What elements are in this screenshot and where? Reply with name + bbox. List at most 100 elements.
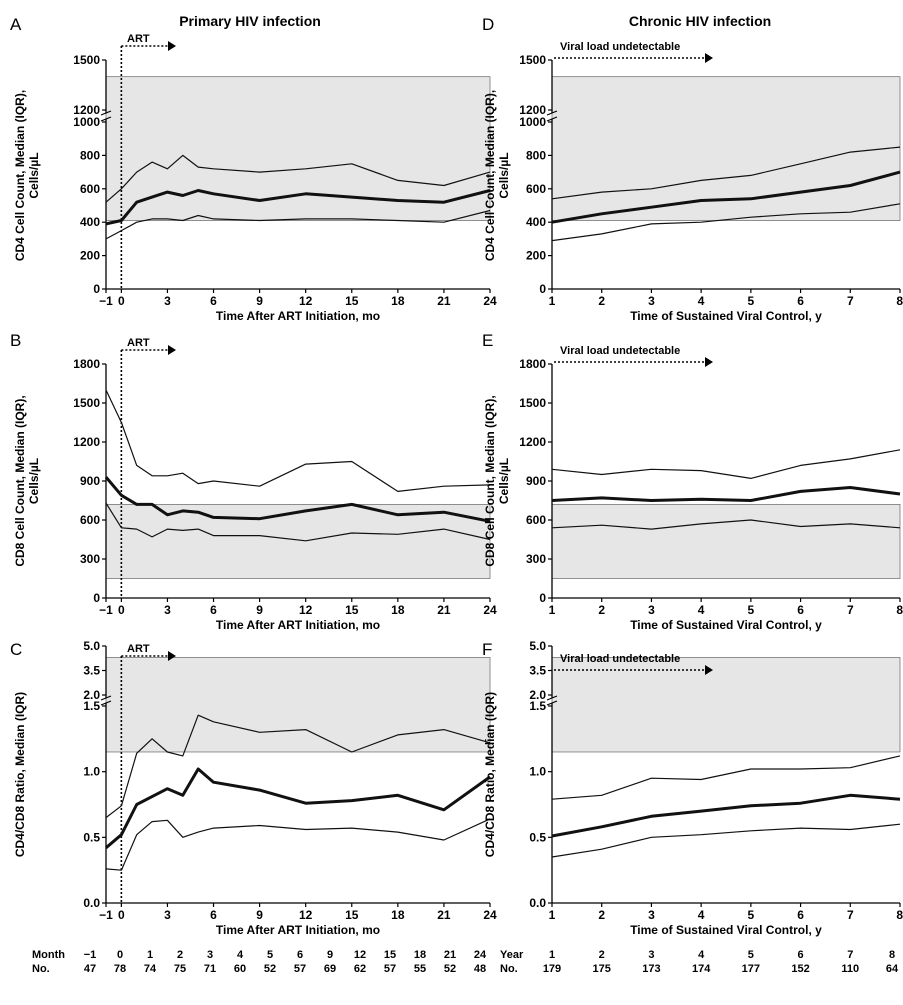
y-tick-label: 0 [93,591,100,605]
footer-x-value: 24 [474,949,487,961]
x-tick-label: 3 [648,294,655,308]
x-tick-label: −1 [99,603,113,617]
x-tick-label: −1 [99,908,113,922]
y-tick-label: 600 [526,513,546,527]
annotation-label: ART [127,33,150,45]
x-tick-label: 21 [437,908,451,922]
x-tick-label: 18 [391,294,405,308]
panel-letter-e: E [482,331,493,350]
y-tick-label: 1.5 [83,699,100,713]
annotation-label: Viral load undetectable [560,41,680,53]
footer-count-value: 174 [692,963,711,975]
x-tick-label: 4 [698,294,705,308]
x-tick-label: 4 [698,603,705,617]
footer-x-value: 15 [384,949,396,961]
y-axis-label-a: CD4 Cell Count, Median (IQR), [13,90,27,261]
x-tick-label: 0 [118,603,125,617]
x-axis-label-d: Time of Sustained Viral Control, y [630,309,822,323]
y-axis-label-e: Cells/µL [497,458,511,504]
footer-count-value: 47 [84,963,96,975]
annotation-arrow-head [705,665,713,675]
normal-range-band-b [105,503,491,579]
x-tick-label: 12 [299,603,313,617]
x-axis-label-e: Time of Sustained Viral Control, y [630,618,822,632]
footer-x-value: 6 [297,949,303,961]
x-tick-label: 3 [164,294,171,308]
annotation-label: Viral load undetectable [560,345,680,357]
footer-count-value: 69 [324,963,336,975]
y-axis-break-mark [546,695,558,701]
series-line-upper-IQR-f [551,755,901,800]
y-tick-label: 900 [526,474,546,488]
y-axis-label-a: Cells/µL [27,152,41,198]
series-line-upper-IQR-a [105,154,491,203]
footer-x-value: 3 [648,949,654,961]
footer-count-value: 179 [543,963,561,975]
y-tick-label: 400 [80,215,100,229]
y-axis-label-e: CD8 Cell Count, Median (IQR), [483,395,497,566]
x-tick-label: 9 [256,908,263,922]
y-tick-label: 2.0 [529,688,546,702]
x-tick-label: 2 [598,294,605,308]
y-tick-label: 1.5 [529,699,546,713]
footer-count-value: 55 [414,963,426,975]
footer-x-value: 8 [889,949,895,961]
x-tick-label: 7 [847,908,854,922]
y-axis-break-mark [100,116,112,122]
y-tick-label: 0 [539,591,546,605]
x-tick-label: 5 [748,603,755,617]
y-tick-label: 1000 [519,115,546,129]
x-tick-label: 18 [391,908,405,922]
footer-count-value: 177 [742,963,760,975]
footer-count-value: 71 [204,963,216,975]
y-axis-label-b: Cells/µL [27,458,41,504]
footer-count-value: 60 [234,963,246,975]
x-tick-label: 8 [896,603,903,617]
x-tick-label: 24 [483,294,497,308]
footer-x-value: 5 [267,949,273,961]
y-tick-label: 600 [80,513,100,527]
footer-x-value: 1 [549,949,555,961]
y-tick-label: 1500 [73,396,100,410]
annotation-label: ART [127,337,150,349]
y-tick-label: 300 [80,552,100,566]
x-tick-label: 15 [345,294,359,308]
series-line-upper-IQR-d [551,146,901,200]
y-axis-break-mark [100,110,112,116]
annotation-arrow-head [705,357,713,367]
series-line-median-c [105,767,491,849]
y-tick-label: 1200 [519,435,546,449]
x-tick-label: 24 [483,908,497,922]
footer-x-value: 21 [444,949,456,961]
x-tick-label: 6 [210,603,217,617]
x-tick-label: 21 [437,294,451,308]
footer-x-value: 3 [207,949,213,961]
panel-letter-a: A [10,15,22,34]
x-tick-label: 6 [797,603,804,617]
series-line-upper-IQR-e [551,449,901,479]
y-tick-label: 1000 [73,115,100,129]
y-axis-label-b: CD8 Cell Count, Median (IQR), [13,395,27,566]
x-tick-label: 7 [847,603,854,617]
y-tick-label: 1800 [73,357,100,371]
y-axis-label-d: Cells/µL [497,152,511,198]
y-tick-label: 1.0 [529,765,546,779]
footer-count-value: 152 [791,963,809,975]
y-tick-label: 900 [80,474,100,488]
y-tick-label: 400 [526,215,546,229]
annotation-label: ART [127,643,150,655]
x-tick-label: 15 [345,908,359,922]
footer-count-value: 62 [354,963,366,975]
footer-count-value: 57 [384,963,396,975]
x-axis-label-b: Time After ART Initiation, mo [216,618,380,632]
y-tick-label: 1200 [73,435,100,449]
y-axis-label-d: CD4 Cell Count, Median (IQR), [483,90,497,261]
x-tick-label: 5 [748,908,755,922]
x-tick-label: 12 [299,908,313,922]
footer-x-value: 7 [847,949,853,961]
normal-range-band-d [551,76,901,221]
footer-x-value: 0 [117,949,123,961]
x-tick-label: 2 [598,603,605,617]
footer-x-value: −1 [84,949,97,961]
x-tick-label: 9 [256,294,263,308]
